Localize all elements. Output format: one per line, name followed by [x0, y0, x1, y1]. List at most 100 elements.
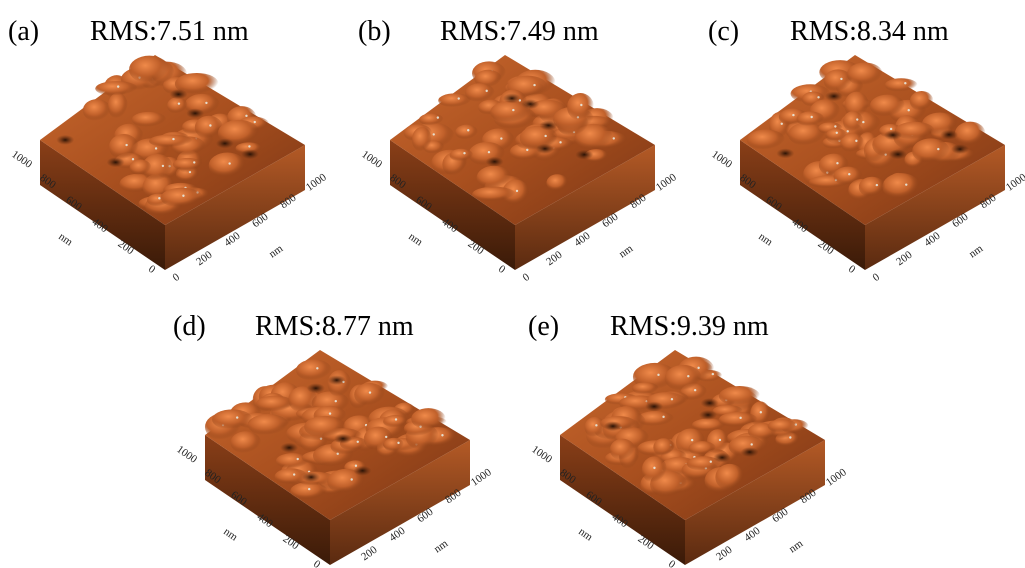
surface-peak	[882, 173, 920, 200]
surface-highlight	[710, 461, 712, 463]
surface-pit	[56, 135, 74, 145]
surface-peak	[688, 441, 716, 455]
axis-unit: nm	[56, 231, 75, 249]
surface-highlight	[463, 152, 465, 154]
surface-peak	[642, 456, 667, 483]
surface-highlight	[840, 78, 842, 80]
surface-highlight	[117, 85, 119, 87]
surface-highlight	[397, 442, 399, 444]
surface-highlight	[467, 129, 469, 131]
surface-highlight	[739, 417, 741, 419]
axis-tick-label: 1000	[709, 148, 734, 171]
axis-unit: nm	[432, 537, 451, 555]
surface-peak	[109, 134, 139, 160]
axis-unit: nm	[967, 242, 986, 260]
surface-highlight	[254, 121, 256, 123]
surface-highlight	[533, 84, 535, 86]
surface-peak	[411, 408, 446, 429]
surface-peak	[209, 153, 247, 179]
surface-pit	[951, 144, 969, 154]
surface-highlight	[335, 400, 337, 402]
surface-highlight	[433, 133, 435, 135]
surface-peak	[384, 438, 404, 452]
surface-peak	[826, 128, 847, 141]
axis-tick-label: 1000	[9, 148, 34, 171]
surface-highlight	[248, 145, 250, 147]
surface-highlight	[162, 165, 164, 167]
surface-highlight	[329, 412, 331, 414]
surface-peak	[173, 158, 203, 171]
surface-pit	[486, 157, 504, 167]
surface-highlight	[810, 116, 812, 118]
surface-highlight	[848, 173, 850, 175]
surface-pit	[334, 434, 352, 444]
surface-peak	[912, 138, 950, 163]
surface-highlight	[308, 488, 310, 490]
surface-highlight	[908, 109, 910, 111]
axis-tick-label: 1000	[469, 466, 494, 489]
surface-pit	[186, 108, 204, 118]
surface-pit	[241, 149, 259, 159]
afm-panel: (e)RMS:9.39 nm00200200400400600600800800…	[528, 311, 849, 568]
surface-highlight	[760, 411, 762, 413]
surface-peak	[212, 409, 253, 429]
surface-pit	[536, 144, 554, 154]
surface-peak	[910, 91, 934, 111]
surface-highlight	[297, 458, 299, 460]
surface-highlight	[209, 124, 211, 126]
surface-highlight	[516, 190, 518, 192]
axis-tick-label: 1000	[1004, 171, 1025, 194]
surface-peak	[859, 177, 886, 198]
surface-peak	[383, 415, 408, 428]
surface-highlight	[750, 443, 752, 445]
surface-pit	[307, 383, 325, 393]
afm-panel: (b)RMS:7.49 nm00200200400400600600800800…	[358, 16, 679, 284]
surface-peak	[797, 111, 825, 126]
panel-label: (b)	[358, 16, 391, 47]
surface-highlight	[691, 439, 693, 441]
surface-peak	[833, 167, 862, 186]
surface-highlight	[890, 128, 892, 130]
surface-pit	[604, 421, 622, 431]
surface-highlight	[355, 465, 357, 467]
surface-highlight	[351, 478, 353, 480]
axis-unit: nm	[756, 231, 775, 249]
axis-unit: nm	[617, 242, 636, 260]
surface-pit	[328, 375, 346, 385]
surface-pit	[889, 149, 907, 159]
surface-pit	[884, 130, 902, 140]
afm-panel: (a)RMS:7.51 nm00200200400400600600800800…	[8, 16, 329, 284]
surface-peak	[132, 112, 167, 128]
surface-highlight	[228, 162, 230, 164]
surface-highlight	[155, 147, 157, 149]
surface-peak	[610, 439, 635, 461]
surface-peak	[230, 431, 261, 454]
surface-highlight	[876, 184, 878, 186]
surface-highlight	[316, 367, 318, 369]
surface-peak	[747, 129, 785, 150]
surface-highlight	[657, 374, 659, 376]
surface-highlight	[236, 416, 238, 418]
panel-title: RMS:7.51 nm	[90, 16, 249, 47]
surface-peak	[715, 464, 744, 491]
surface-highlight	[836, 162, 838, 164]
surface-peak	[477, 166, 512, 190]
surface-peak	[719, 412, 758, 428]
afm-panel: (d)RMS:8.77 nm00200200400400600600800800…	[173, 311, 494, 568]
surface-highlight	[836, 132, 838, 134]
surface-peak	[455, 125, 478, 140]
surface-highlight	[662, 416, 664, 418]
axis-unit: nm	[406, 231, 425, 249]
surface-pit	[521, 99, 539, 109]
afm-panel: (c)RMS:8.34 nm00200200400400600600800800…	[708, 16, 1025, 284]
surface-highlight	[792, 114, 794, 116]
surface-peak	[870, 95, 905, 118]
surface-peak	[632, 382, 659, 394]
axis-tick-label: 0	[521, 271, 533, 284]
surface-highlight	[687, 375, 689, 377]
surface-peak	[149, 135, 193, 148]
surface-peak	[768, 419, 798, 433]
axis-tick-label: 0	[311, 558, 323, 568]
panel-title: RMS:9.39 nm	[610, 311, 769, 342]
axis-tick-label: 0	[871, 271, 883, 284]
